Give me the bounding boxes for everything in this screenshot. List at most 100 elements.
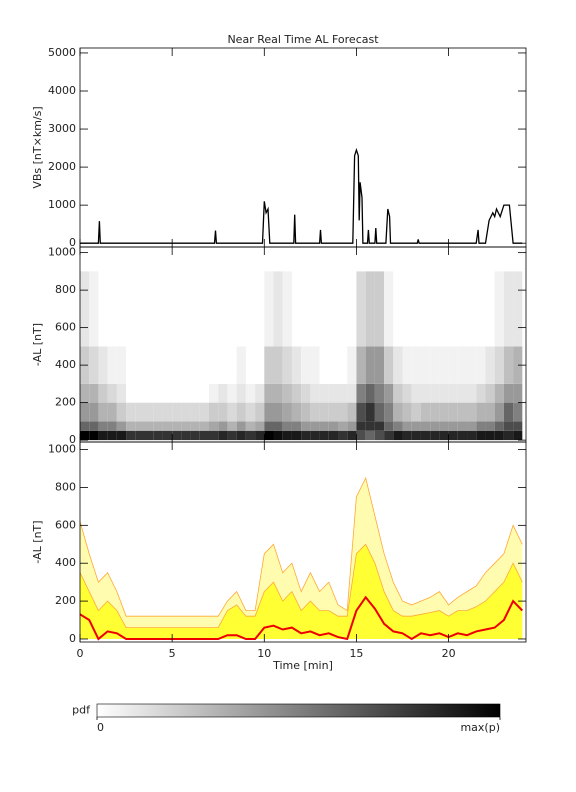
pdf-cell (80, 430, 90, 441)
pdf-cell (448, 402, 458, 422)
pdf-cell (328, 383, 339, 403)
y-tick-label: 0 (69, 433, 76, 446)
pdf-cell (126, 421, 136, 431)
pdf-cell (273, 402, 283, 422)
y-tick-label: 4000 (48, 84, 76, 97)
pdf-cell (457, 271, 468, 347)
pdf-cell (181, 421, 191, 431)
pdf-cell (448, 346, 458, 384)
pdf-cell (420, 383, 431, 403)
band-edge (79, 476, 523, 617)
pdf-cell (356, 430, 366, 441)
pdf-cell (199, 421, 210, 431)
pdf-cell (457, 402, 468, 422)
pdf-cell (264, 346, 274, 384)
pdf-cell (162, 421, 173, 431)
y-tick-label: 1000 (48, 246, 76, 259)
pdf-cell (89, 421, 99, 431)
y-tick-label: 600 (55, 518, 76, 531)
pdf-cell (273, 430, 283, 441)
pdf-cell (291, 421, 302, 431)
pdf-cell (181, 402, 191, 422)
pdf-cell (172, 430, 182, 441)
pdf-cell (457, 383, 468, 403)
pdf-cell (144, 430, 154, 441)
pdf-cell (310, 421, 320, 431)
y-tick-label: 3000 (48, 122, 76, 135)
pdf-cell (374, 430, 385, 441)
pdf-cell (328, 346, 339, 384)
pdf-cell (89, 271, 99, 347)
pdf-cell (255, 430, 265, 441)
pdf-cell (374, 271, 385, 347)
y-tick-label: 1000 (48, 443, 76, 456)
x-tick-label: 20 (442, 647, 456, 660)
pdf-cell (503, 346, 514, 384)
pdf-cell (301, 271, 311, 347)
pdf-cell (476, 383, 486, 403)
pdf-cell (430, 383, 440, 403)
y-tick-label: 5000 (48, 46, 76, 59)
pdf-cell (107, 346, 117, 384)
pdf-cell (420, 430, 431, 441)
pdf-cell (485, 421, 495, 431)
pdf-cell (393, 271, 403, 347)
pdf-cell (107, 421, 117, 431)
y-tick-label: 400 (55, 358, 76, 371)
pdf-cell (411, 346, 421, 384)
pdf-cell (448, 383, 458, 403)
pdf-cell (457, 430, 468, 441)
colorbar-tick-label: 0 (97, 721, 104, 734)
pdf-cell (273, 346, 283, 384)
pdf-cell (126, 402, 136, 422)
pdf-cell (365, 271, 375, 347)
pdf-cell (356, 383, 366, 403)
pdf-cell (227, 421, 237, 431)
pdf-cell (80, 271, 90, 347)
pdf-cell (448, 430, 458, 441)
pdf-cell (420, 402, 431, 422)
pdf-cell (255, 383, 265, 403)
pdf-cell (513, 346, 523, 384)
pdf-cell (245, 383, 256, 403)
y-tick-label: 0 (69, 236, 76, 249)
pdf-cell (264, 271, 274, 347)
pdf-cell (393, 402, 403, 422)
pdf-cell (199, 430, 210, 441)
pdf-cell (393, 383, 403, 403)
pdf-cell (319, 383, 329, 403)
pdf-cell (162, 402, 173, 422)
pdf-cell (255, 402, 265, 422)
axes-frame (79, 47, 527, 248)
pdf-cell (199, 402, 210, 422)
pdf-cell (273, 271, 283, 347)
pdf-cell (172, 383, 182, 403)
band-edge (79, 543, 523, 628)
pdf-cell (301, 402, 311, 422)
pdf-cell (98, 383, 108, 403)
pdf-cell (485, 402, 495, 422)
pdf-cell (402, 402, 412, 422)
pdf-cell (503, 430, 514, 441)
pdf-cell (172, 346, 182, 384)
pdf-cell (98, 402, 108, 422)
pdf-cell (411, 383, 421, 403)
pdf-cell (411, 402, 421, 422)
y-axis-label: -AL [nT] (31, 520, 44, 563)
pdf-cell (513, 402, 523, 422)
pdf-cell (162, 346, 173, 384)
y-tick-label: 2000 (48, 160, 76, 173)
pdf-cell (291, 383, 302, 403)
pdf-cell (209, 430, 219, 441)
pdf-cell (467, 271, 477, 347)
pdf-cell (430, 346, 440, 384)
pdf-cell (135, 421, 145, 431)
pdf-cell (513, 430, 523, 441)
pdf-cell (448, 271, 458, 347)
pdf-cell (420, 271, 431, 347)
pdf-cell (411, 271, 421, 347)
pdf-cell (393, 430, 403, 441)
pdf-cell (494, 421, 504, 431)
y-axis-label: -AL [nT] (31, 323, 44, 366)
pdf-cell (291, 430, 302, 441)
